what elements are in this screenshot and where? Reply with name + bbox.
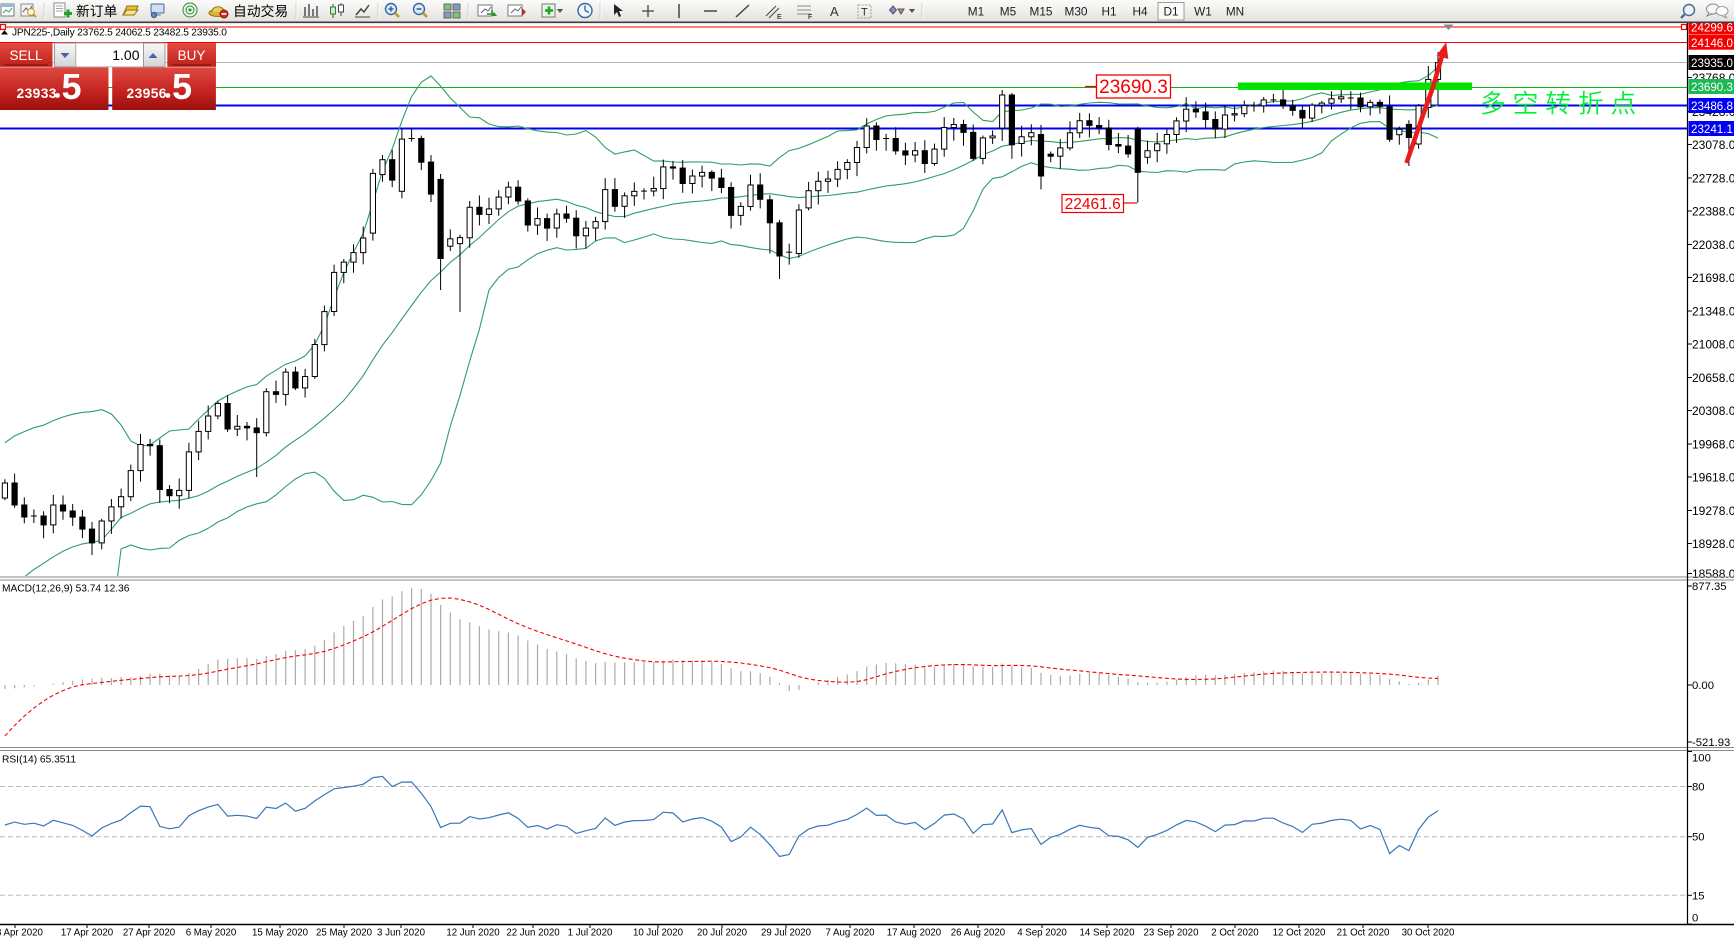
svg-text:M15: M15	[1030, 5, 1053, 19]
svg-text:30 Oct 2020: 30 Oct 2020	[1402, 928, 1455, 938]
svg-text:23690.3: 23690.3	[1691, 81, 1733, 94]
svg-text:877.35: 877.35	[1692, 581, 1727, 593]
svg-text:E: E	[777, 14, 782, 21]
svg-text:3 Jun 2020: 3 Jun 2020	[377, 928, 426, 938]
svg-text:19618.0: 19618.0	[1692, 470, 1734, 484]
svg-text:12 Jun 2020: 12 Jun 2020	[446, 928, 500, 938]
svg-text:12 Oct 2020: 12 Oct 2020	[1273, 928, 1326, 938]
svg-text:-521.93: -521.93	[1692, 737, 1730, 749]
svg-text:JPN225-,Daily 23762.5 24062.5: JPN225-,Daily 23762.5 24062.5 23482.5 23…	[12, 28, 227, 39]
svg-text:23078.0: 23078.0	[1692, 138, 1734, 152]
svg-text:1 Jul 2020: 1 Jul 2020	[568, 928, 613, 938]
svg-text:5: 5	[172, 66, 192, 107]
svg-text:23933: 23933	[17, 86, 57, 101]
svg-text:21348.0: 21348.0	[1692, 304, 1734, 318]
svg-text:18928.0: 18928.0	[1692, 537, 1734, 551]
svg-text:1.00: 1.00	[112, 47, 139, 63]
svg-text:80: 80	[1692, 782, 1705, 794]
svg-text:22728.0: 22728.0	[1692, 171, 1734, 185]
svg-text:24299.6: 24299.6	[1691, 21, 1733, 34]
svg-text:T: T	[861, 7, 868, 19]
svg-text:17 Aug 2020: 17 Aug 2020	[887, 928, 942, 938]
svg-text:14 Sep 2020: 14 Sep 2020	[1080, 928, 1136, 938]
svg-text:A: A	[830, 4, 839, 19]
svg-text:20658.0: 20658.0	[1692, 371, 1734, 385]
svg-text:26 Aug 2020: 26 Aug 2020	[951, 928, 1006, 938]
svg-text:5: 5	[62, 66, 82, 107]
svg-text:15 May 2020: 15 May 2020	[252, 928, 309, 938]
svg-text:24146.0: 24146.0	[1691, 37, 1733, 50]
svg-text:22038.0: 22038.0	[1692, 238, 1734, 252]
svg-text:MACD(12,26,9) 53.74 12.36: MACD(12,26,9) 53.74 12.36	[2, 584, 130, 595]
svg-text:M30: M30	[1065, 5, 1088, 19]
svg-text:23956: 23956	[127, 86, 167, 101]
svg-text:23241.1: 23241.1	[1691, 123, 1733, 136]
svg-text:21 Oct 2020: 21 Oct 2020	[1337, 928, 1390, 938]
svg-text:SELL: SELL	[9, 48, 43, 63]
svg-text:BUY: BUY	[178, 48, 206, 63]
svg-text:7 Aug 2020: 7 Aug 2020	[825, 928, 875, 938]
svg-text:MN: MN	[1226, 5, 1244, 19]
svg-text:6 May 2020: 6 May 2020	[186, 928, 237, 938]
svg-text:29 Jul 2020: 29 Jul 2020	[761, 928, 812, 938]
svg-text:19278.0: 19278.0	[1692, 504, 1734, 518]
svg-text:19968.0: 19968.0	[1692, 437, 1734, 451]
svg-text:22388.0: 22388.0	[1692, 204, 1734, 218]
svg-text:100: 100	[1692, 753, 1711, 765]
svg-text:M1: M1	[968, 5, 984, 19]
svg-text:0.00: 0.00	[1692, 680, 1714, 692]
svg-text:H1: H1	[1101, 5, 1116, 19]
svg-text:20308.0: 20308.0	[1692, 404, 1734, 418]
svg-text:27 Apr 2020: 27 Apr 2020	[123, 928, 176, 938]
svg-text:18588.0: 18588.0	[1692, 567, 1734, 581]
svg-text:23935.0: 23935.0	[1691, 57, 1733, 70]
svg-text:0: 0	[1692, 913, 1698, 925]
svg-text:21008.0: 21008.0	[1692, 337, 1734, 351]
svg-text:H4: H4	[1132, 5, 1148, 19]
svg-text:M5: M5	[1000, 5, 1017, 19]
svg-text:RSI(14) 65.3511: RSI(14) 65.3511	[2, 755, 76, 766]
svg-text:D1: D1	[1163, 5, 1178, 19]
svg-text:10 Jul 2020: 10 Jul 2020	[633, 928, 684, 938]
svg-text:25 May 2020: 25 May 2020	[316, 928, 373, 938]
svg-text:15: 15	[1692, 890, 1705, 902]
svg-text:F: F	[808, 14, 812, 21]
svg-text:4 Sep 2020: 4 Sep 2020	[1017, 928, 1067, 938]
svg-text:23 Sep 2020: 23 Sep 2020	[1144, 928, 1200, 938]
svg-text:22 Jun 2020: 22 Jun 2020	[506, 928, 560, 938]
svg-text:8 Apr 2020: 8 Apr 2020	[0, 928, 43, 938]
svg-text:22461.6: 22461.6	[1065, 196, 1121, 213]
svg-text:17 Apr 2020: 17 Apr 2020	[61, 928, 114, 938]
svg-text:23486.8: 23486.8	[1691, 100, 1733, 113]
svg-text:23690.3: 23690.3	[1099, 77, 1168, 98]
svg-text:21698.0: 21698.0	[1692, 271, 1734, 285]
svg-text:W1: W1	[1194, 5, 1212, 19]
svg-text:50: 50	[1692, 832, 1705, 844]
svg-text:2 Oct 2020: 2 Oct 2020	[1211, 928, 1259, 938]
svg-text:20 Jul 2020: 20 Jul 2020	[697, 928, 748, 938]
